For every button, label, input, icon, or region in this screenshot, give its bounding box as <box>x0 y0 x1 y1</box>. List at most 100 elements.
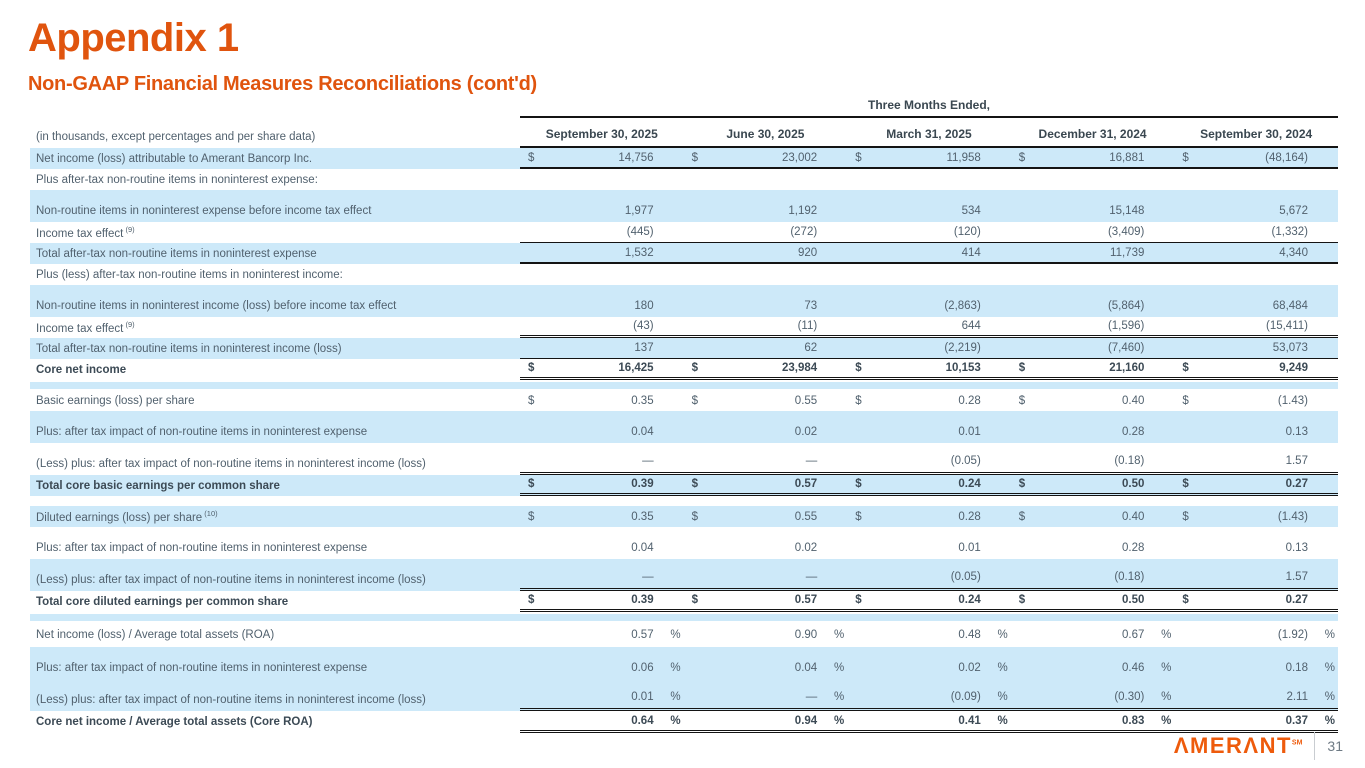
cell-value: 0.41 <box>958 714 981 727</box>
value-cell: 0.83% <box>1010 711 1175 733</box>
cell-value: (0.05) <box>950 455 981 467</box>
column-header: March 31, 2025 <box>847 127 1011 148</box>
value-cell: 0.13 <box>1174 527 1338 559</box>
row-label: Total core basic earnings per common sha… <box>36 479 280 492</box>
value-cell: 0.01% <box>520 679 684 711</box>
table-row: Core net income / Average total assets (… <box>30 711 1338 733</box>
value-cell: 4,340 <box>1174 243 1338 264</box>
value-cell: (0.09)% <box>847 679 1011 711</box>
cell-value: 0.90 <box>794 628 818 641</box>
cell-value: 0.55 <box>794 510 818 523</box>
cell-value: (120) <box>953 226 981 238</box>
value-cell: 0.02 <box>684 411 848 443</box>
cell-value: 0.01 <box>631 691 654 703</box>
percent-symbol: % <box>670 691 681 703</box>
value-cell: $14,756 <box>520 148 684 169</box>
value-cell: 414 <box>847 243 1011 264</box>
currency-symbol: $ <box>691 151 698 164</box>
value-cell: $21,160 <box>1010 359 1175 380</box>
cell-value: 0.39 <box>631 478 654 490</box>
value-cell: $0.50 <box>1010 475 1175 496</box>
cell-value: 0.40 <box>1121 510 1145 523</box>
row-label: Core net income / Average total assets (… <box>36 716 313 728</box>
cell-value: 0.46 <box>1121 662 1145 674</box>
cell-value: 0.24 <box>958 478 981 490</box>
value-cell: $0.24 <box>847 475 1011 496</box>
row-label: Net income (loss) / Average total assets… <box>36 628 275 641</box>
value-cell: 53,073 <box>1174 338 1338 359</box>
currency-symbol: $ <box>528 394 535 407</box>
value-cell: $0.55 <box>684 390 848 411</box>
cell-value: 0.01 <box>958 542 981 554</box>
table-row: Plus (less) after-tax non-routine items … <box>30 264 1338 285</box>
value-cell: 0.04 <box>520 411 684 443</box>
percent-symbol: % <box>833 662 845 674</box>
cell-value: — <box>642 455 654 467</box>
value-cell: 11,739 <box>1010 243 1175 264</box>
value-cell: — <box>520 559 684 591</box>
value-cell: 73 <box>684 285 848 317</box>
cell-value: (0.05) <box>950 571 981 583</box>
cell-value: 0.48 <box>958 628 981 641</box>
cell-value: 0.50 <box>1121 478 1145 490</box>
row-label: Plus after-tax non-routine items in noni… <box>36 173 318 186</box>
page-title: Appendix 1 <box>28 16 239 60</box>
footnote-marker: (9) <box>123 320 135 330</box>
cell-value: 0.40 <box>1121 394 1145 407</box>
percent-symbol: % <box>1161 714 1172 727</box>
cell-value: 0.28 <box>958 394 981 407</box>
value-cell: $16,881 <box>1010 148 1175 169</box>
currency-symbol: $ <box>1182 510 1189 523</box>
cell-value: 16,881 <box>1109 151 1145 164</box>
value-cell: $9,249 <box>1174 359 1338 380</box>
value-cell: (445) <box>520 222 684 243</box>
cell-value: (1.43) <box>1277 394 1308 407</box>
cell-value: 0.57 <box>631 628 654 641</box>
currency-symbol: $ <box>1182 151 1189 164</box>
cell-value: 23,984 <box>782 362 818 374</box>
value-cell: 1,977 <box>520 190 684 222</box>
value-cell: (11) <box>683 317 848 338</box>
reconciliation-table: Three Months Ended, (in thousands, excep… <box>30 98 1338 733</box>
cell-value: 62 <box>804 342 818 354</box>
value-cell: (272) <box>683 222 848 243</box>
table-row: Core net income $16,425 $23,984 $10,153 $21,… <box>30 359 1338 380</box>
table-row: (Less) plus: after tax impact of non-rou… <box>30 559 1338 591</box>
value-cell: (7,460) <box>1010 338 1175 359</box>
column-header: December 31, 2024 <box>1010 127 1175 148</box>
cell-value: 0.06 <box>631 662 654 674</box>
cell-value: (272) <box>790 226 818 238</box>
table-row: Basic earnings (loss) per share $0.35 $0.5… <box>30 390 1338 411</box>
row-label: Basic earnings (loss) per share <box>36 394 195 407</box>
table-row: Plus after-tax non-routine items in noni… <box>30 169 1338 190</box>
currency-symbol: $ <box>1018 510 1026 523</box>
value-cell: $ (48,164) <box>1174 148 1338 169</box>
cell-value: 534 <box>961 205 981 217</box>
cell-value: 0.57 <box>794 594 818 606</box>
value-cell <box>847 264 1011 285</box>
currency-symbol: $ <box>528 510 535 523</box>
value-cell: (0.05) <box>847 443 1011 475</box>
value-cell: 0.46% <box>1011 647 1175 679</box>
value-cell: 534 <box>847 190 1011 222</box>
value-cell: 0.37% <box>1174 711 1338 733</box>
value-cell: $0.57 <box>683 591 848 612</box>
cell-value: 23,002 <box>782 151 818 164</box>
cell-value: (0.18) <box>1114 571 1145 583</box>
value-cell: 137 <box>520 338 684 359</box>
value-cell: 0.18% <box>1174 647 1338 679</box>
table-row: (Less) plus: after tax impact of non-rou… <box>30 443 1338 475</box>
row-label: Non-routine items in noninterest expense… <box>36 205 372 217</box>
currency-symbol: $ <box>691 394 698 407</box>
value-cell: (5,864) <box>1011 285 1175 317</box>
value-cell: (1.92)% <box>1174 622 1338 647</box>
value-cell: $0.40 <box>1011 506 1175 527</box>
cell-value: 9,249 <box>1279 362 1308 374</box>
cell-value: 0.37 <box>1285 714 1308 727</box>
percent-symbol: % <box>1161 628 1172 641</box>
percent-symbol: % <box>1324 714 1335 727</box>
percent-symbol: % <box>1161 662 1172 674</box>
footer-divider <box>1314 732 1316 760</box>
cell-value: — <box>805 455 818 467</box>
